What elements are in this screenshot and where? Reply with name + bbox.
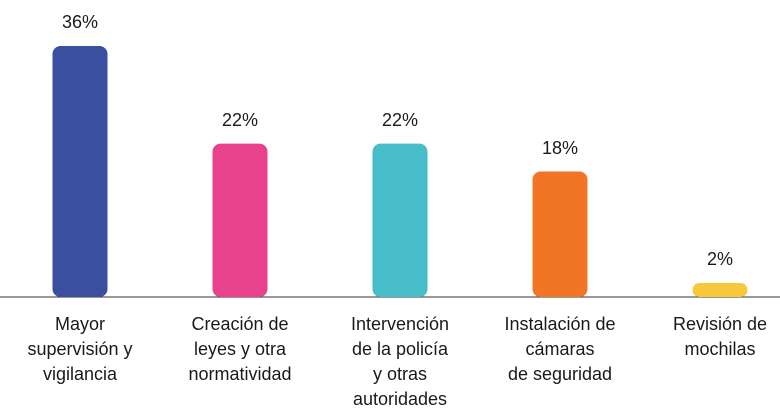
value-label: 36%	[61, 12, 99, 32]
x-tick-label: Intervención de la policía y otras autor…	[350, 314, 450, 409]
bar	[692, 283, 748, 297]
bar	[212, 143, 268, 297]
x-tick-label: Instalación de cámaras de seguridad	[504, 314, 616, 384]
x-tick-label: Mayor supervisión y vigilancia	[27, 314, 133, 384]
x-tick-label: Creación de leyes y otra normatividad	[188, 314, 292, 384]
bar	[532, 171, 588, 297]
bar	[52, 46, 108, 297]
value-label: 22%	[381, 109, 419, 130]
x-tick-label: Revisión de mochilas	[672, 314, 768, 359]
value-label: 22%	[221, 109, 259, 130]
bar	[372, 143, 428, 297]
value-label: 18%	[541, 137, 579, 158]
value-label: 2%	[706, 249, 733, 270]
